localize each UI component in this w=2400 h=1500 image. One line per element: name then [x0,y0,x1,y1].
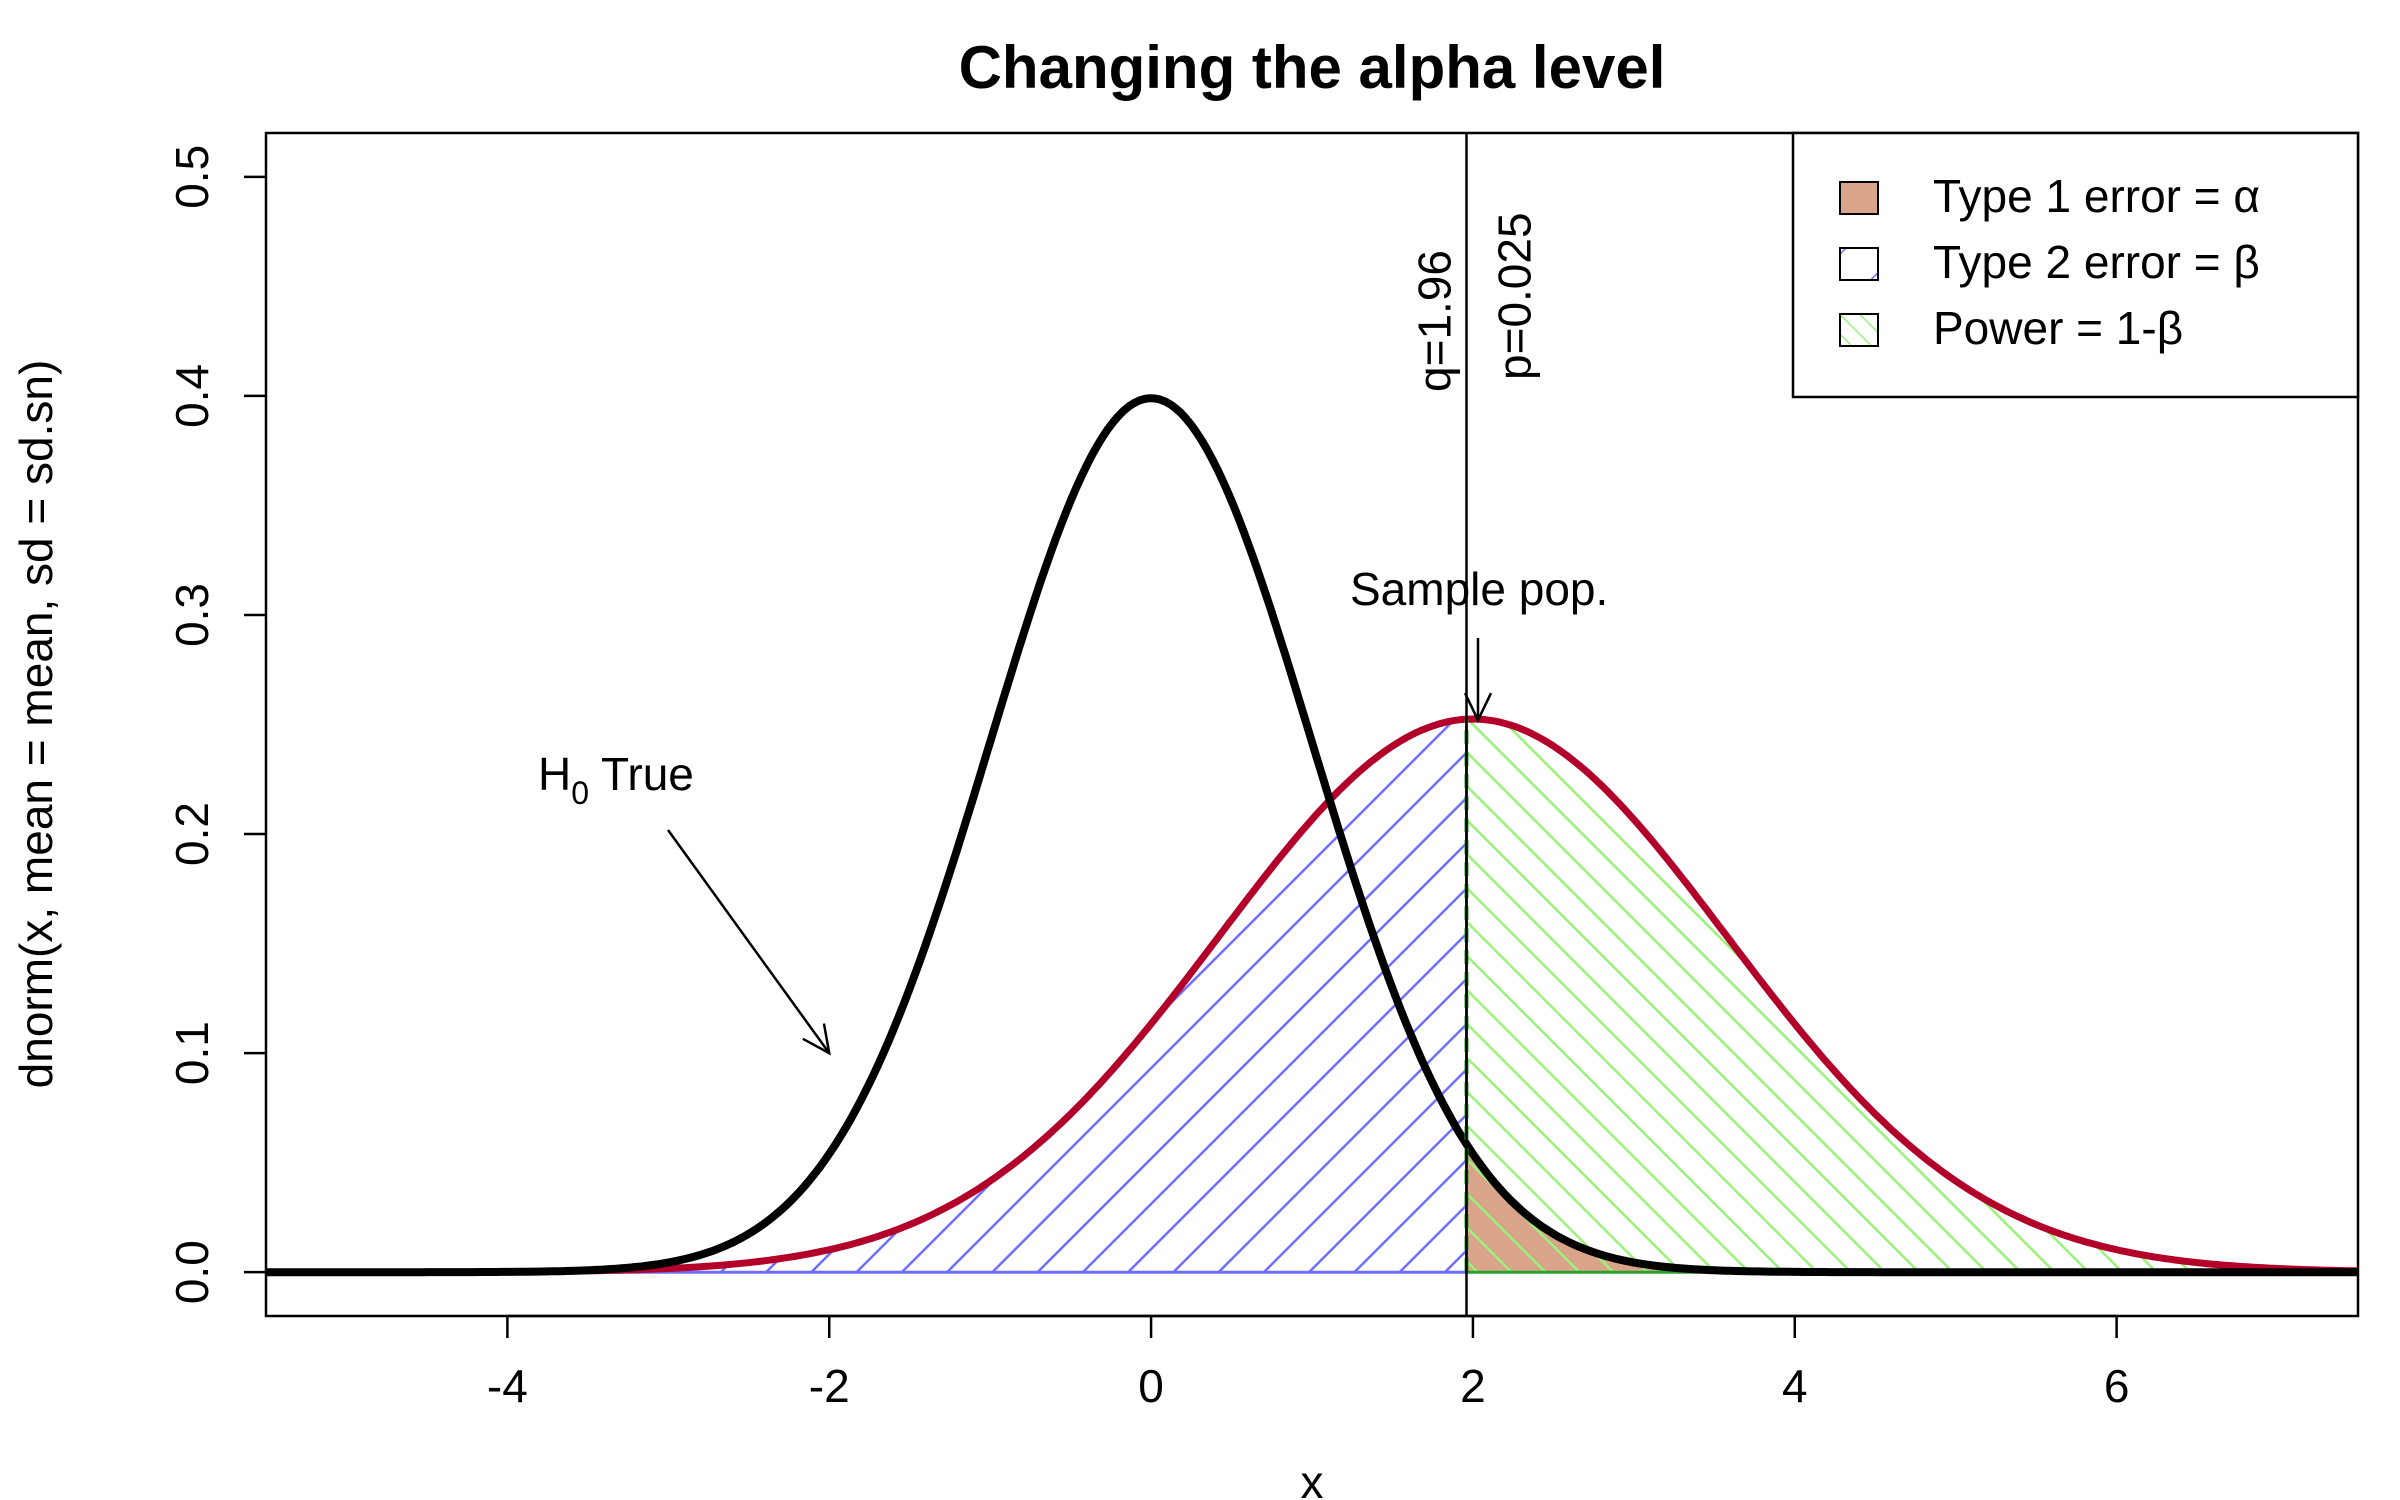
legend-swatch-type1 [1839,181,1879,215]
y-tick-label: 0.4 [166,364,218,428]
y-tick-label: 0.0 [166,1240,218,1304]
legend: Type 1 error = α Type 2 error = β Power … [1791,131,2360,399]
p-label: p=0.025 [1488,212,1540,380]
x-tick-label: -2 [809,1360,850,1412]
annotations: q=1.96 p=0.025 H0 True Sample pop. [538,212,1608,1056]
legend-box [1791,131,2360,399]
y-axis: 0.0 0.1 0.2 0.3 0.4 0.5 [166,145,266,1304]
legend-swatch-type2 [1839,247,1879,281]
h0-true-curve [266,394,2358,1277]
y-axis-title: dnorm(x, mean = mean, sd = sd.sn) [10,360,62,1089]
legend-swatch-power [1839,313,1879,347]
sample-pop-arrow-head [1463,692,1493,723]
x-axis-title: x [1301,1456,1324,1500]
legend-item-type1: Type 1 error = α [1839,170,2260,222]
power-region [1465,717,2358,1274]
x-tick-label: 4 [1782,1360,1808,1412]
x-tick-label: 0 [1138,1360,1164,1412]
legend-item-type2: Type 2 error = β [1839,236,2260,288]
x-axis: -4 -2 0 2 4 6 [487,1314,2130,1412]
legend-label-type1: Type 1 error = α [1933,170,2260,222]
sample-pop-label: Sample pop. [1350,563,1608,615]
y-tick-label: 0.1 [166,1021,218,1085]
legend-label-power: Power = 1-β [1933,302,2183,354]
x-tick-label: 6 [2104,1360,2130,1412]
y-tick-label: 0.3 [166,583,218,647]
chart-title: Changing the alpha level [959,34,1666,101]
plot-area [266,133,2358,1316]
h0-true-arrow [666,829,831,1054]
q-label: q=1.96 [1408,250,1460,392]
type2-error-region [266,717,1468,1274]
h0-true-arrow-head [802,1023,831,1056]
h0-true-label: H0 True [538,748,694,811]
legend-label-type2: Type 2 error = β [1933,236,2260,288]
x-tick-label: -4 [487,1360,528,1412]
y-tick-label: 0.5 [166,145,218,209]
legend-item-power: Power = 1-β [1839,302,2183,354]
x-tick-label: 2 [1460,1360,1486,1412]
y-tick-label: 0.2 [166,802,218,866]
